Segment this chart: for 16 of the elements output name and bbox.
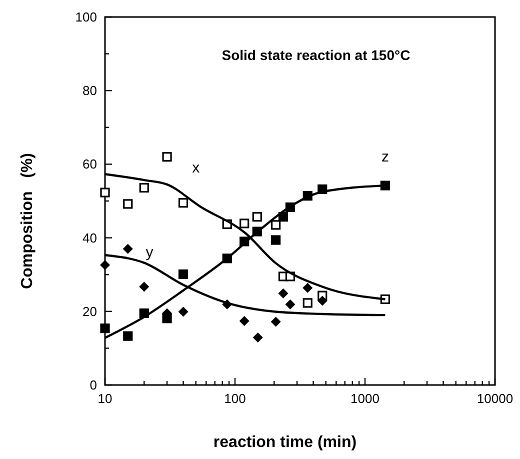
series-label: x — [192, 160, 200, 177]
y-tick-label: 100 — [75, 10, 97, 24]
y-tick-label: 40 — [82, 230, 97, 246]
y-tick-label: 60 — [82, 156, 97, 172]
series-label: z — [381, 148, 389, 166]
y-axis-title: Composition (%) — [19, 153, 36, 289]
y-tick-label: 0 — [90, 378, 97, 392]
x-axis-title: reaction time (min) — [213, 434, 357, 451]
x-tick-label: 10 — [98, 391, 112, 406]
text: Solid state reaction at 150°C — [222, 47, 410, 63]
x-tick-label: 1000 — [350, 391, 380, 406]
y-tick-label: 80 — [82, 83, 97, 98]
y-tick-label: 20 — [82, 304, 97, 319]
series-label: y — [146, 244, 154, 261]
x-tick-label: 10000 — [476, 391, 514, 406]
x-tick-label: 100 — [224, 391, 246, 406]
